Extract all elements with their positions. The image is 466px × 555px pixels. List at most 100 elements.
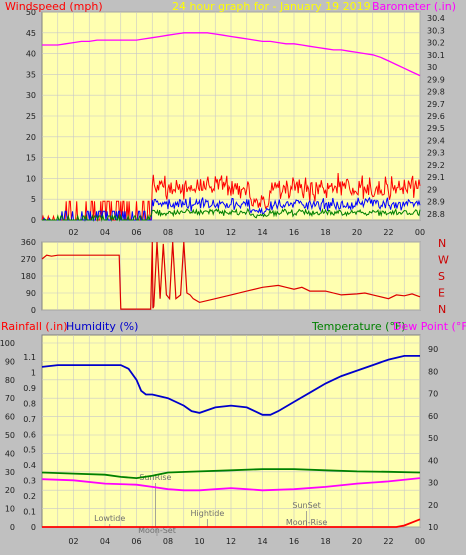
- barometer-tick-label: 29.3: [427, 149, 445, 158]
- rainfall-tick-label: 0.6: [23, 430, 36, 439]
- chart-title: 24 hour graph for - January 19 2019: [172, 0, 371, 13]
- temperature-tick-label: 30: [428, 479, 438, 488]
- windspeed-tick-label: 10: [26, 174, 36, 183]
- wind-direction-degree-ticks: 360 270 180 90 0: [21, 238, 36, 315]
- rainfall-tick-label: 0.4: [23, 461, 36, 470]
- barometer-tick-label: 29.7: [427, 100, 445, 109]
- windspeed-tick-label: 0: [31, 216, 36, 225]
- rainfall-tick-label: 0.1: [23, 508, 36, 517]
- barometer-axis-ticks: 28.8 28.9 29 29.1 29.2 29.3 29.4 29.5 29.6 29.7 29…: [427, 14, 445, 219]
- x-tick-label: 20: [352, 228, 362, 237]
- x-tick-label: 16: [289, 537, 299, 546]
- x-tick-label: 22: [383, 537, 393, 546]
- panel-wind-baro-grid: [42, 11, 421, 221]
- humidity-tick-label: 90: [5, 357, 15, 366]
- x-tick-label: 12: [226, 537, 236, 546]
- humidity-tick-label: 10: [5, 505, 15, 514]
- annotation-label: Moon-Rise: [286, 518, 328, 527]
- barometer-tick-label: 28.8: [427, 210, 445, 219]
- compass-label: W: [438, 254, 449, 267]
- temperature-tick-label: 90: [428, 345, 438, 354]
- compass-label: E: [438, 287, 445, 300]
- x-tick-label: 16: [289, 228, 299, 237]
- x-tick-label: 00: [415, 228, 425, 237]
- rainfall-tick-label: 0: [31, 523, 36, 532]
- barometer-tick-label: 29.4: [427, 136, 445, 145]
- temperature-tick-label: 50: [428, 434, 438, 443]
- temperature-tick-label: 80: [428, 367, 438, 376]
- annotation-label: Lowtide: [94, 514, 125, 523]
- temperature-axis-label: Temperature (°F): [311, 320, 406, 333]
- barometer-tick-label: 29.5: [427, 124, 445, 133]
- direction-degree-label: 270: [21, 255, 36, 264]
- direction-degree-label: 180: [21, 272, 36, 281]
- windspeed-tick-label: 45: [26, 29, 36, 38]
- barometer-tick-label: 28.9: [427, 198, 445, 207]
- x-tick-label: 06: [131, 228, 141, 237]
- x-tick-label: 14: [257, 537, 267, 546]
- humidity-tick-label: 100: [0, 339, 15, 348]
- direction-degree-label: 360: [21, 238, 36, 247]
- barometer-tick-label: 29.1: [427, 173, 445, 182]
- windspeed-tick-label: 5: [31, 195, 36, 204]
- x-tick-label: 20: [352, 537, 362, 546]
- barometer-tick-label: 29: [427, 185, 437, 194]
- rainfall-axis-ticks: 0 0.1 0.2 0.3 0.4 0.5 0.6 0.7 0.8 0.9 1 1.1: [23, 353, 36, 532]
- rainfall-tick-label: 0.7: [23, 415, 36, 424]
- x-tick-label: 08: [163, 537, 173, 546]
- rainfall-tick-label: 0.5: [23, 446, 36, 455]
- x-tick-label: 02: [68, 537, 78, 546]
- windspeed-tick-label: 30: [26, 91, 36, 100]
- rainfall-tick-label: 0.9: [23, 384, 36, 393]
- windspeed-tick-label: 20: [26, 133, 36, 142]
- barometer-line: [42, 32, 421, 77]
- direction-degree-label: 90: [26, 289, 36, 298]
- windspeed-low-line: [42, 207, 421, 222]
- compass-label: N: [438, 303, 446, 316]
- humidity-axis-ticks: 0 10 20 30 40 50 60 70 80 90 100: [0, 339, 15, 532]
- temperature-line: [41, 468, 421, 480]
- x-tick-label: 10: [194, 537, 204, 546]
- rainfall-tick-label: 0.3: [23, 477, 36, 486]
- humidity-tick-label: 60: [5, 413, 15, 422]
- windspeed-axis-ticks: 0 5 10 15 20 25 30 35 40 45 50: [26, 8, 36, 225]
- compass-label: N: [438, 237, 446, 250]
- temperature-axis-ticks: 10 20 30 40 50 60 70 80 90: [428, 345, 438, 532]
- panel-temp-humidity-x-ticks: 02 04 06 08 10 12 14 16 18 20 22 00: [68, 537, 425, 546]
- rainfall-line: [42, 518, 421, 528]
- barometer-tick-label: 29.8: [427, 88, 445, 97]
- humidity-tick-label: 40: [5, 449, 15, 458]
- x-tick-label: 00: [415, 537, 425, 546]
- x-tick-label: 12: [226, 228, 236, 237]
- barometer-axis-label: Barometer (.in): [372, 0, 456, 13]
- annotation-label: Moon-Set: [138, 526, 176, 535]
- x-tick-label: 06: [131, 537, 141, 546]
- humidity-axis-label: Humidity (%): [66, 320, 138, 333]
- x-tick-label: 04: [100, 228, 110, 237]
- windspeed-tick-label: 25: [26, 112, 36, 121]
- barometer-tick-label: 30.4: [427, 14, 445, 23]
- barometer-tick-label: 29.9: [427, 75, 445, 84]
- x-tick-label: 10: [194, 228, 204, 237]
- rainfall-tick-label: 1: [31, 368, 36, 377]
- windspeed-avg-line: [42, 196, 421, 221]
- temperature-tick-label: 40: [428, 456, 438, 465]
- humidity-line: [41, 355, 420, 416]
- barometer-tick-label: 30.1: [427, 51, 445, 60]
- x-tick-label: 02: [68, 228, 78, 237]
- humidity-tick-label: 70: [5, 394, 15, 403]
- rainfall-axis-label: Rainfall (.in): [1, 320, 68, 333]
- windspeed-tick-label: 35: [26, 70, 36, 79]
- panel-wind-baro-x-ticks: 02 04 06 08 10 12 14 16 18 20 22 00: [68, 228, 425, 237]
- temp-humidity-series: [41, 355, 421, 528]
- wind-direction-series: [41, 241, 421, 310]
- x-tick-label: 22: [383, 228, 393, 237]
- windspeed-axis-label: Windspeed (mph): [5, 0, 103, 13]
- wind-direction-line: [41, 241, 421, 310]
- barometer-tick-label: 30.3: [427, 26, 445, 35]
- dew-point-line: [41, 477, 421, 492]
- barometer-tick-label: 30.2: [427, 39, 445, 48]
- annotation-label: SunSet: [292, 501, 320, 510]
